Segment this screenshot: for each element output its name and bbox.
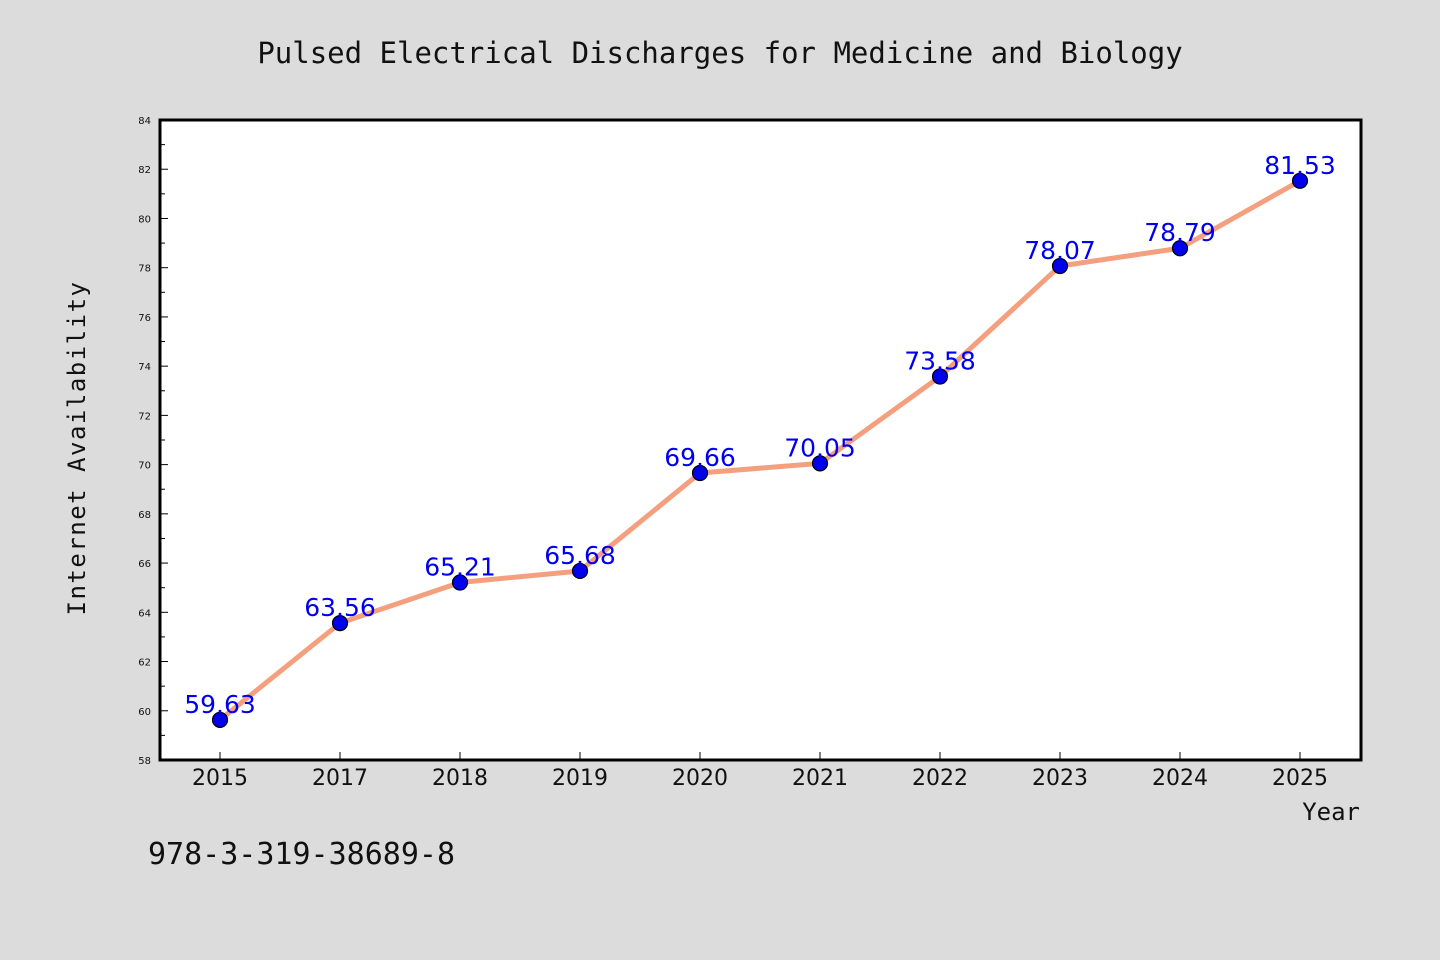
x-tick-label: 2025 <box>1272 766 1328 791</box>
data-label: 78.07 <box>1024 236 1096 265</box>
x-tick-label: 2023 <box>1032 766 1088 791</box>
data-point <box>1171 240 1189 257</box>
y-tick-label: 60 <box>138 707 151 718</box>
x-tick-label: 2022 <box>912 766 968 791</box>
data-point <box>571 562 589 580</box>
y-tick-label: 62 <box>138 658 151 669</box>
data-label: 81.53 <box>1264 151 1336 180</box>
series-line <box>217 178 1303 723</box>
series-internet-availability <box>211 172 1309 728</box>
y-tick-label: 72 <box>138 411 151 422</box>
y-axis: 58 60 62 64 66 68 70 72 74 76 78 80 82 84 <box>138 116 168 767</box>
x-tick-label: 2024 <box>1152 766 1208 791</box>
y-tick-label: 84 <box>138 116 151 127</box>
y-tick-label: 78 <box>138 264 151 275</box>
x-axis-label: Year <box>1302 798 1360 826</box>
y-tick-label: 74 <box>138 362 151 373</box>
data-label: 63.56 <box>304 593 376 622</box>
data-label: 59.63 <box>184 690 256 719</box>
x-tick-label: 2019 <box>552 766 608 791</box>
data-labels: 59.63 63.56 65.21 65.68 69.66 70.05 73.58 78.07… <box>184 151 1336 719</box>
plot-area <box>158 118 1363 762</box>
y-tick-label: 64 <box>138 608 151 619</box>
x-tick-label: 2020 <box>672 766 728 791</box>
x-tick-label: 2015 <box>192 766 248 791</box>
y-tick-label: 76 <box>138 313 151 324</box>
data-label: 65.68 <box>544 541 616 570</box>
data-point <box>1291 172 1309 189</box>
y-tick-label: 70 <box>138 461 151 472</box>
y-tick-label: 68 <box>138 510 151 521</box>
data-label: 73.58 <box>904 346 976 375</box>
x-tick-label: 2017 <box>312 766 368 791</box>
y-tick-label: 80 <box>138 214 151 225</box>
data-point <box>691 464 709 482</box>
data-label: 65.21 <box>424 553 496 582</box>
data-point <box>451 574 469 591</box>
x-axis: 2015 2017 2018 2019 2020 2021 2022 2023 2024 2025 <box>192 752 1328 791</box>
chart-title: Pulsed Electrical Discharges for Medicin… <box>257 36 1182 70</box>
data-label: 78.79 <box>1144 218 1216 247</box>
data-label: 69.66 <box>664 443 736 472</box>
data-point <box>1051 257 1069 275</box>
y-axis-label: Internet Availability <box>63 281 91 616</box>
x-tick-label: 2018 <box>432 766 488 791</box>
data-point <box>931 368 949 385</box>
data-point <box>811 455 829 472</box>
y-tick-label: 66 <box>138 559 151 570</box>
x-tick-label: 2021 <box>792 766 848 791</box>
data-label: 70.05 <box>784 433 856 462</box>
isbn-text: 978-3-319-38689-8 <box>148 837 455 872</box>
y-tick-label: 58 <box>138 756 151 767</box>
y-tick-label: 82 <box>138 165 151 176</box>
data-point <box>211 711 229 728</box>
data-point <box>331 615 349 632</box>
